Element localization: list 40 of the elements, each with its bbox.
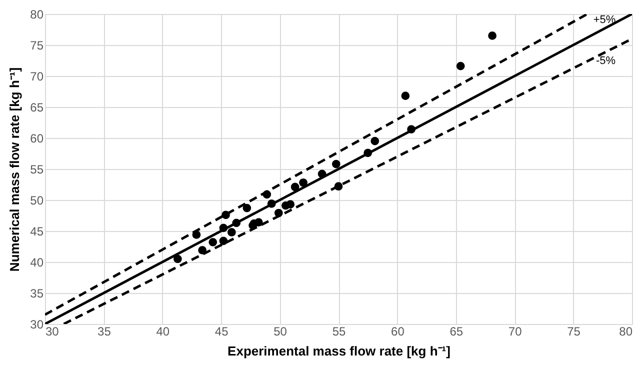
point (401, 92, 410, 100)
point (286, 200, 295, 209)
y-tick-label: 35 (30, 286, 44, 300)
y-tick-label: 40 (30, 256, 44, 270)
x-tick-label: 35 (98, 324, 112, 338)
y-tick-label: 65 (30, 100, 44, 114)
y-tick-label: 55 (30, 162, 44, 176)
x-tick-label: 65 (450, 324, 464, 338)
point (242, 204, 252, 212)
point (456, 62, 465, 70)
x-axis-title: Experimental mass flow rate [kg h⁻¹] (228, 344, 450, 358)
point (198, 246, 206, 254)
annotation: -5% (596, 54, 616, 67)
annotation: +5% (593, 14, 616, 26)
x-tick-label: 50 (274, 324, 288, 338)
y-tick-label: 50 (30, 194, 44, 208)
x-tick-label: 45 (214, 324, 229, 338)
point (299, 178, 308, 187)
x-tick-label: 80 (619, 324, 633, 338)
y-axis-title: Numerical mass flow rate [kg h⁻¹] (7, 67, 22, 272)
y-tick-label: 75 (30, 38, 44, 52)
x-tick-label: 60 (391, 324, 405, 338)
x-tick-label: 75 (567, 324, 581, 338)
point (370, 136, 380, 146)
x-tick-label: 40 (156, 324, 170, 338)
x-tick-label: 55 (332, 324, 346, 338)
point (290, 182, 300, 192)
y-tick-label: 70 (30, 70, 44, 84)
y-tick-label: 45 (30, 224, 44, 238)
y-tick-label: 60 (30, 132, 44, 146)
point (332, 160, 340, 168)
point (219, 236, 228, 246)
point (227, 228, 236, 236)
point (173, 254, 182, 264)
x-tick-label: 70 (508, 324, 522, 338)
point (254, 218, 263, 226)
x-tick-label: 30 (46, 324, 60, 338)
point (208, 238, 218, 246)
point (488, 32, 496, 40)
y-tick-label: 80 (30, 8, 44, 22)
